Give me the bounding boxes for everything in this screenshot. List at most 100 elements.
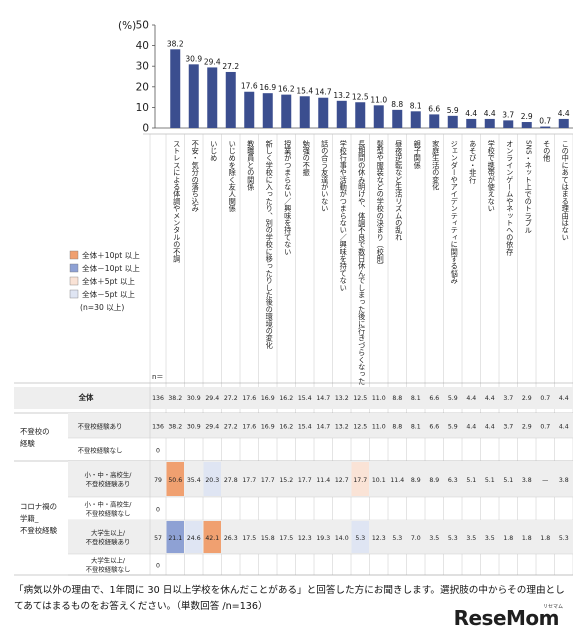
category-label: 話の合う友達がいない: [321, 139, 330, 212]
category-label: その他: [543, 140, 552, 163]
bar-value-label: 3.7: [502, 110, 514, 119]
row-cell: 17.5: [242, 535, 256, 542]
row-cell: 29.4: [205, 424, 219, 431]
total-row-cell: 16.9: [261, 395, 275, 402]
total-row-cell: 8.8: [392, 395, 402, 402]
bar: [373, 105, 384, 128]
bar: [466, 118, 477, 128]
bar-value-label: 16.9: [259, 83, 276, 92]
bar: [188, 64, 199, 128]
bar-value-label: 5.9: [447, 106, 459, 115]
total-row-cell: 17.6: [242, 395, 256, 402]
row-cell: 8.9: [411, 477, 421, 484]
highlight-cell: [166, 462, 184, 496]
bar-value-label: 15.4: [296, 86, 313, 95]
row-cell: 5.1: [466, 477, 476, 484]
category-label: 髪型や服装などの学校の決まり（校則）: [376, 139, 385, 269]
bar-value-label: 13.2: [333, 91, 350, 100]
total-row-label: 全体: [78, 393, 94, 402]
row-cell: 3.8: [522, 477, 532, 484]
row-cell: 20.3: [205, 477, 219, 484]
row-label: 大学生以上/: [91, 556, 126, 565]
category-label: いじめ: [210, 140, 219, 162]
y-tick-label: 30: [136, 61, 149, 73]
row-cell: 13.2: [335, 424, 349, 431]
row-cell: 5.3: [392, 535, 402, 542]
row-cell: 27.2: [224, 424, 238, 431]
row-cell: 30.9: [187, 424, 201, 431]
row-cell: 14.7: [316, 424, 330, 431]
row-label: 大学生以上/: [91, 528, 126, 537]
category-label: 学校行事や活動がつまらない／興味を持てない: [339, 139, 348, 291]
row-cell: 6.6: [429, 424, 439, 431]
legend-swatch: [69, 263, 79, 273]
highlight-cell: [203, 462, 221, 496]
row-cell: 8.9: [429, 477, 439, 484]
bar-value-label: 4.4: [465, 109, 477, 118]
total-row-cell: 38.2: [168, 395, 182, 402]
category-label: 長期間の休み明けや、体調不良で数日休んでしまった後に行きづらくなった: [357, 140, 366, 385]
group-label-line: 学籍_: [20, 514, 39, 523]
bar: [503, 120, 514, 128]
row-n: 136: [152, 424, 164, 431]
legend-swatch: [69, 250, 79, 260]
row-cell: 4.4: [559, 424, 569, 431]
y-tick-label: 0: [142, 123, 149, 135]
row-cell: 6.3: [448, 477, 458, 484]
row-cell: 11.0: [372, 424, 386, 431]
category-label: 勉強の不振: [302, 139, 311, 177]
total-row-cell: 5.9: [448, 395, 458, 402]
bar-value-label: 8.1: [410, 101, 422, 110]
row-cell: 38.2: [168, 424, 182, 431]
row-label: 小・中・高校生/: [85, 470, 133, 479]
total-row-cell: 14.7: [316, 395, 330, 402]
bar-value-label: 16.2: [278, 85, 295, 94]
row-cell: 50.6: [168, 477, 182, 484]
bar-value-label: 14.7: [315, 88, 332, 97]
row-cell: 8.1: [411, 424, 421, 431]
row-cell: 12.3: [298, 535, 312, 542]
footnote: 「病気以外の理由で、1年間に 30 日以上学校を休んだことがある」と回答した方に…: [14, 585, 565, 612]
row-cell: 15.2: [279, 477, 293, 484]
legend-note: (n=30 以上): [80, 303, 124, 312]
total-row-cell: 29.4: [205, 395, 219, 402]
group-label-line: コロナ禍の: [20, 502, 57, 511]
row-cell: 3.8: [559, 477, 569, 484]
category-label: 不安・気分の落ち込み: [191, 140, 200, 212]
bar: [336, 100, 347, 128]
row-cell: 26.3: [224, 535, 238, 542]
category-label: オンラインゲームやネットへの依存: [506, 140, 515, 255]
category-label: SNS・ネット上でのトラブル: [524, 140, 533, 234]
bar-value-label: 11.0: [370, 95, 387, 104]
total-row-bg: [14, 387, 573, 409]
bar: [170, 49, 181, 128]
row-cell: 1.8: [503, 535, 513, 542]
bar: [410, 111, 421, 128]
total-row-cell: 16.2: [279, 395, 293, 402]
y-tick-label: 50: [136, 20, 149, 32]
category-label: ジェンダーやアイデンティティに関する悩み: [450, 140, 459, 284]
row-cell: 17.7: [261, 477, 275, 484]
row-cell: 4.4: [466, 424, 476, 431]
bar: [207, 67, 218, 128]
category-label: いじめを除く友人関係: [228, 140, 237, 213]
category-label: 家庭生活の変化: [432, 139, 441, 191]
row-cell: 17.5: [279, 535, 293, 542]
row-label: 不登校経験なし: [86, 565, 131, 574]
highlight-cell: [203, 521, 221, 553]
row-n: 0: [156, 448, 160, 455]
row-cell: 8.8: [392, 424, 402, 431]
total-row-cell: 15.4: [298, 395, 312, 402]
total-row-cell: 11.0: [372, 395, 386, 402]
unit-label: (%): [118, 20, 136, 32]
total-row-n: 136: [152, 395, 164, 402]
total-row-cell: 2.9: [522, 395, 532, 402]
row-cell: 12.7: [335, 477, 349, 484]
row-label: 不登校経験なし: [78, 446, 123, 455]
bar-value-label: 6.6: [428, 104, 440, 113]
category-label: この中にあてはまる理由はない: [561, 140, 570, 241]
legend-label: 全体－5pt 以上: [82, 289, 135, 299]
row-cell: 4.4: [485, 424, 495, 431]
bar: [355, 102, 366, 128]
bar-value-label: 17.6: [241, 82, 258, 91]
